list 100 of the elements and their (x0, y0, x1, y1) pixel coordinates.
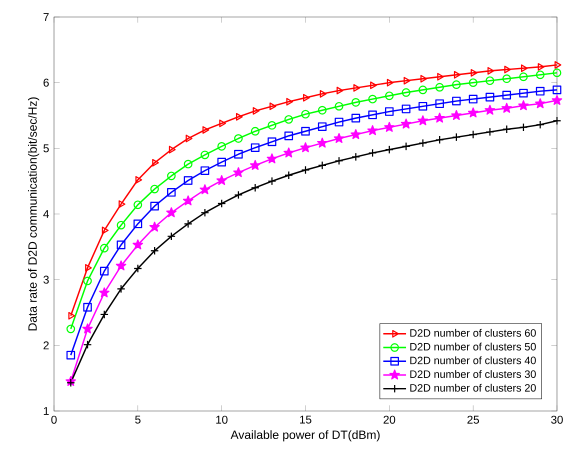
point (268, 121, 276, 130)
point (501, 102, 512, 113)
point (334, 118, 344, 126)
point (535, 98, 546, 108)
point (217, 142, 226, 151)
point (200, 208, 210, 218)
point (437, 72, 444, 81)
point (182, 195, 194, 206)
point (266, 153, 278, 164)
point (317, 138, 328, 148)
point (68, 312, 76, 320)
y-tick-label: 1 (44, 407, 49, 415)
point (66, 350, 76, 360)
point (552, 86, 562, 94)
point (368, 148, 377, 158)
y-axis-title: Data rate of D2D communication(bit/sec/Hz) (28, 97, 40, 330)
point (270, 102, 276, 110)
point (99, 287, 110, 298)
point (250, 143, 260, 152)
point (116, 284, 126, 294)
point (233, 167, 244, 178)
point (486, 92, 494, 102)
point (82, 323, 93, 334)
point (400, 118, 412, 129)
point (452, 132, 461, 142)
point (384, 91, 394, 100)
point (502, 74, 512, 84)
point (536, 86, 545, 96)
point (216, 175, 227, 186)
point (234, 134, 243, 143)
point (452, 80, 461, 89)
point (334, 133, 344, 144)
point (552, 116, 562, 126)
point (502, 90, 512, 100)
point (250, 160, 260, 170)
point (200, 166, 210, 175)
point (468, 78, 478, 87)
point (418, 86, 428, 94)
y-tick-label: 2 (44, 341, 49, 350)
point (434, 112, 445, 123)
point (167, 172, 176, 180)
point (286, 98, 294, 106)
point (116, 260, 126, 270)
point (301, 166, 310, 174)
point (85, 264, 92, 272)
point (350, 129, 362, 140)
point (402, 142, 410, 151)
point (520, 64, 528, 72)
point (384, 122, 395, 132)
point (284, 132, 294, 140)
point (284, 170, 294, 180)
point (252, 107, 260, 115)
point (418, 115, 428, 126)
point (368, 94, 377, 104)
point (502, 124, 512, 134)
point (83, 302, 92, 312)
point (100, 310, 109, 319)
point (217, 199, 226, 208)
point (200, 150, 210, 160)
point (536, 70, 545, 80)
point (200, 184, 210, 194)
point (334, 102, 344, 111)
point (536, 120, 545, 130)
y-tick-label: 4 (43, 210, 49, 218)
point (370, 81, 377, 90)
point (368, 110, 377, 120)
x-tick-label: 30 (551, 416, 563, 424)
point (268, 137, 276, 146)
point (351, 152, 360, 162)
point (116, 240, 126, 250)
point (202, 126, 210, 134)
point (219, 120, 226, 128)
point (538, 63, 545, 71)
point (83, 276, 92, 286)
x-tick-label: 20 (384, 416, 396, 424)
point (168, 146, 176, 154)
point (519, 72, 528, 82)
x-axis-title: Available power of DT(dBm) (230, 430, 380, 442)
point (435, 82, 444, 92)
point (402, 104, 410, 114)
point (300, 142, 311, 152)
point (552, 68, 562, 78)
point (486, 128, 494, 136)
x-tick-label: 15 (300, 416, 312, 424)
y-tick-label: 3 (43, 276, 49, 284)
point (519, 88, 528, 98)
point (83, 340, 92, 349)
point (167, 188, 176, 197)
point (135, 176, 142, 184)
point (351, 114, 360, 122)
point (318, 122, 327, 131)
point (184, 176, 192, 185)
point (318, 161, 327, 170)
x-tick-label: 0 (51, 416, 57, 424)
point (318, 106, 327, 115)
point (184, 160, 192, 168)
point (486, 76, 494, 86)
point (484, 104, 496, 115)
point (234, 150, 243, 159)
point (303, 94, 310, 102)
